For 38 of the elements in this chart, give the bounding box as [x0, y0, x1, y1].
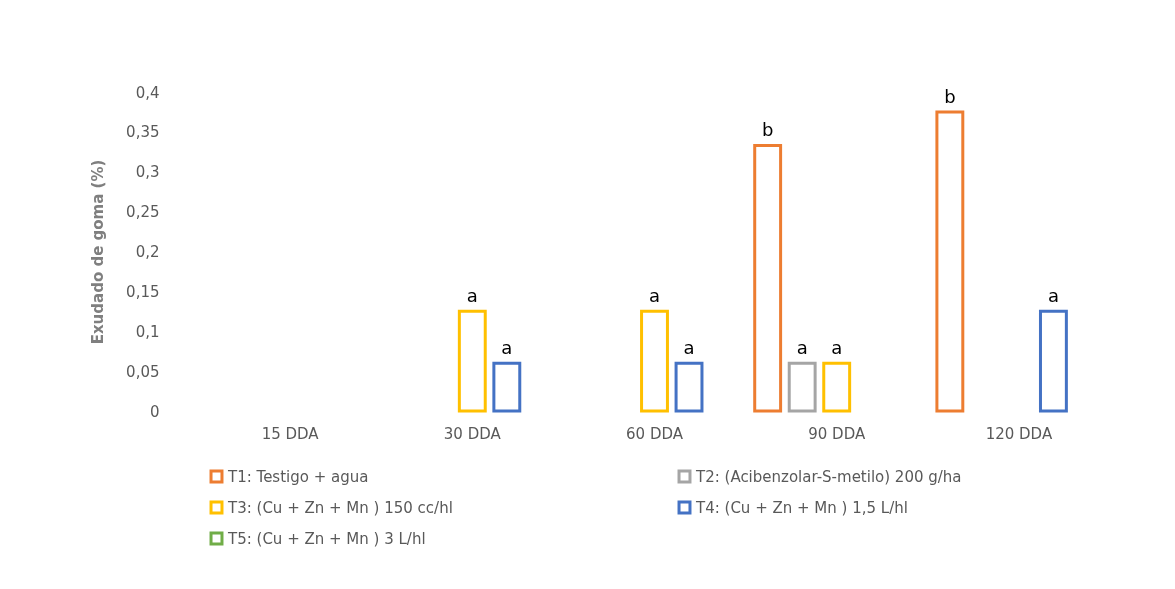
data-label: a — [648, 285, 661, 307]
y-tick-label: 0,1 — [135, 322, 160, 341]
y-tick-label: 0,05 — [126, 362, 160, 381]
legend-label: T1: Testigo + agua — [227, 467, 369, 486]
bar — [1038, 309, 1068, 413]
legend-label: T2: (Acibenzolar-S-metilo) 200 g/ha — [695, 467, 962, 486]
y-tick-label: 0,2 — [135, 243, 160, 261]
y-tick-label: 0,15 — [126, 282, 160, 301]
data-label: a — [683, 337, 695, 359]
bar — [935, 110, 965, 413]
bar — [822, 361, 852, 413]
data-label: a — [796, 337, 808, 359]
x-tick-label: 30 DDA — [443, 424, 502, 443]
legend-label: T4: (Cu + Zn + Mn ) 1,5 L/hl — [695, 498, 908, 517]
legend-label: T5: (Cu + Zn + Mn ) 3 L/hl — [227, 529, 426, 548]
data-label: a — [501, 337, 513, 359]
x-tick-label: 120 DDA — [985, 424, 1053, 443]
bar — [787, 361, 817, 413]
bar — [457, 309, 487, 413]
data-label: b — [944, 85, 956, 107]
bar — [753, 143, 783, 413]
legend-label: T3: (Cu + Zn + Mn ) 150 cc/hl — [227, 498, 453, 517]
bar — [492, 361, 522, 413]
x-tick-label: 90 DDA — [808, 424, 866, 443]
y-tick-label: 0,3 — [135, 163, 160, 182]
bar — [640, 309, 669, 413]
y-axis-title: Exudado de goma (%) — [89, 159, 108, 345]
x-tick-label: 60 DDA — [626, 424, 684, 443]
y-tick-label: 0,4 — [135, 83, 160, 102]
data-label: a — [1047, 285, 1059, 307]
data-label: a — [466, 285, 478, 307]
data-label: b — [761, 119, 774, 141]
y-tick-label: 0 — [149, 402, 160, 421]
y-tick-label: 0,35 — [126, 123, 160, 142]
bar — [674, 361, 704, 413]
y-tick-label: 0,25 — [126, 203, 160, 222]
x-tick-label: 15 DDA — [261, 424, 320, 443]
data-label: a — [831, 337, 843, 359]
